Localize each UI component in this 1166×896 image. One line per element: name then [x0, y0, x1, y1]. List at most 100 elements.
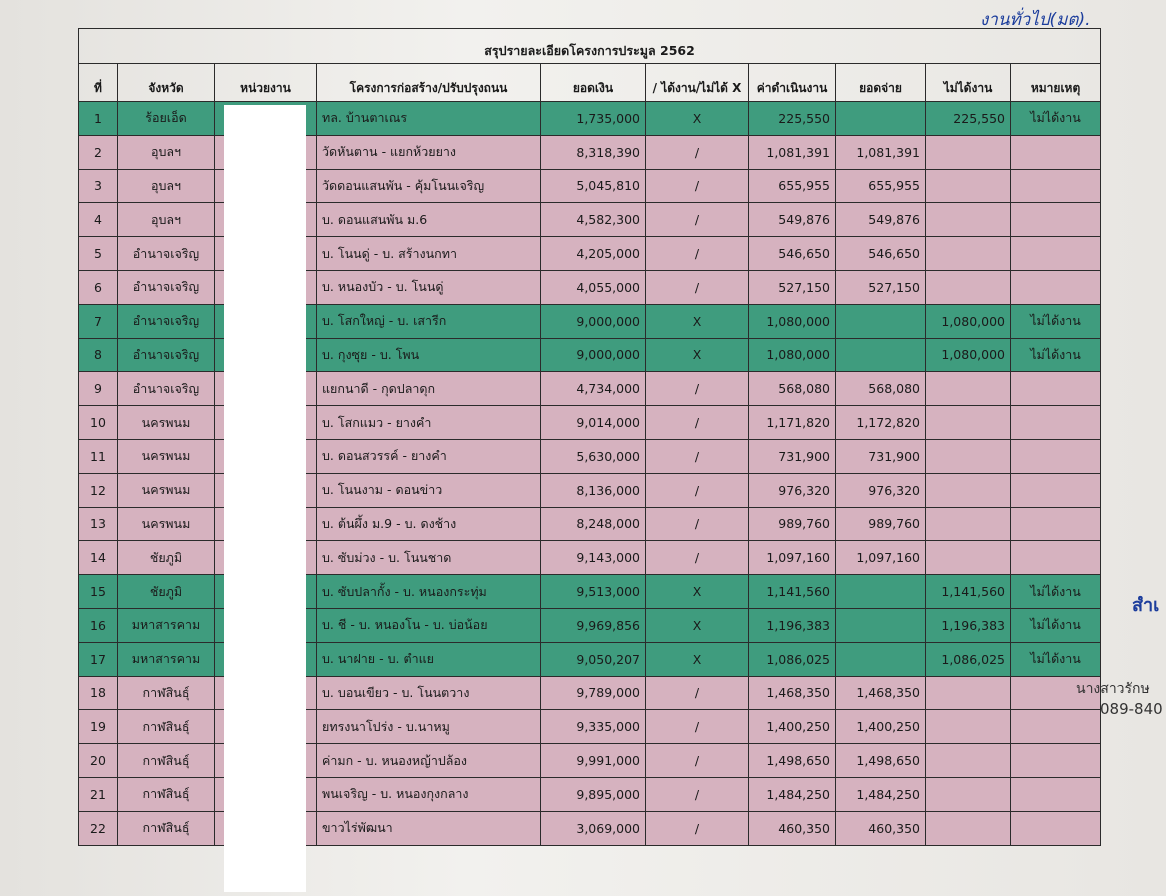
cell-fee: 225,550	[748, 101, 836, 136]
table-row: 9 อำนาจเจริญ แยกนาดี - กุดปลาดุก 4,734,000/…	[78, 371, 1102, 407]
cell-province: นครพนม	[117, 506, 215, 542]
cell-paid: 655,955	[835, 168, 926, 204]
cell-lost	[925, 269, 1011, 305]
cell-lost	[925, 472, 1011, 508]
table-row: 20 กาฬสินธุ์ ค่ามก - บ. หนองหญ้าปล้อง 9,991…	[78, 743, 1102, 778]
cell-no: 12	[78, 472, 118, 508]
cell-amount: 4,734,000	[540, 371, 646, 407]
cell-amount: 5,630,000	[540, 438, 646, 474]
cell-no: 22	[78, 810, 118, 846]
cell-project: บ. ดอนแสนพัน ม.6	[316, 202, 541, 238]
cell-project: ขาวไร่พัฒนา	[316, 810, 541, 846]
cell-fee: 1,484,250	[748, 776, 836, 812]
cell-lost	[925, 743, 1011, 778]
cell-amount: 4,205,000	[540, 236, 646, 271]
cell-paid	[835, 641, 926, 677]
cell-lost	[925, 540, 1011, 576]
cell-lost	[925, 405, 1011, 440]
cell-note	[1009, 269, 1102, 305]
cell-amount: 9,143,000	[540, 540, 646, 576]
column-header: ยอดจ่าย	[835, 63, 926, 102]
cell-amount: 8,248,000	[540, 506, 646, 542]
cell-project: แยกนาดี - กุดปลาดุก	[316, 371, 541, 407]
cell-amount: 8,136,000	[540, 472, 646, 508]
cell-note: ไม่ได้งาน	[1009, 303, 1102, 339]
cell-province: นครพนม	[117, 472, 215, 508]
cell-lost: 225,550	[925, 101, 1011, 136]
cell-province: อุบลฯ	[117, 134, 215, 170]
column-header: โครงการก่อสร้าง/ปรับปรุงถนน	[316, 63, 541, 102]
cell-project: บ. ต้นผึ้ง ม.9 - บ. ดงช้าง	[316, 506, 541, 542]
cell-no: 9	[78, 371, 118, 407]
cell-province: อุบลฯ	[117, 202, 215, 238]
corner-note: งานทั่วไป(มต).	[980, 10, 1091, 30]
cell-amount: 4,055,000	[540, 269, 646, 305]
table-title: สรุปรายละเอียดโครงการประมูล 2562	[77, 28, 1102, 64]
cell-province: อำนาจเจริญ	[117, 269, 215, 305]
cell-mark: /	[645, 776, 749, 812]
cell-lost	[925, 134, 1011, 170]
cell-paid: 1,400,250	[835, 709, 926, 745]
cell-no: 5	[78, 236, 118, 271]
cell-mark: /	[645, 810, 749, 846]
cell-amount: 5,045,810	[540, 168, 646, 204]
cell-mark: /	[645, 236, 749, 271]
cell-note: ไม่ได้งาน	[1009, 337, 1102, 373]
cell-fee: 1,196,383	[748, 607, 836, 643]
redaction	[224, 105, 306, 892]
cell-project: บ. โสกแมว - ยางคำ	[316, 405, 541, 440]
cell-no: 2	[78, 134, 118, 170]
cell-no: 10	[78, 405, 118, 440]
table-row: 21 กาฬสินธุ์ พนเจริญ - บ. หนองกุงกลาง 9,895…	[78, 776, 1102, 812]
cell-fee: 1,171,820	[748, 405, 836, 440]
cell-no: 1	[78, 101, 118, 136]
cell-fee: 1,468,350	[748, 675, 836, 711]
cell-province: อุบลฯ	[117, 168, 215, 204]
cell-province: อำนาจเจริญ	[117, 236, 215, 271]
cell-note	[1009, 438, 1102, 474]
cell-project: วัดดอนแสนพัน - คุ้มโนนเจริญ	[316, 168, 541, 204]
cell-amount: 1,735,000	[540, 101, 646, 136]
cell-mark: /	[645, 269, 749, 305]
cell-note	[1009, 743, 1102, 778]
cell-lost: 1,086,025	[925, 641, 1011, 677]
cell-amount: 9,969,856	[540, 607, 646, 643]
cell-project: บ. ชี - บ. หนองโน - บ. บ่อน้อย	[316, 607, 541, 643]
cell-mark: X	[645, 641, 749, 677]
cell-province: ชัยภูมิ	[117, 574, 215, 609]
cell-mark: /	[645, 405, 749, 440]
cell-mark: /	[645, 202, 749, 238]
cell-amount: 9,789,000	[540, 675, 646, 711]
column-header: จังหวัด	[117, 63, 215, 102]
cell-project: บ. โนนดู่ - บ. สร้างนกทา	[316, 236, 541, 271]
cell-no: 11	[78, 438, 118, 474]
cell-fee: 976,320	[748, 472, 836, 508]
cell-fee: 731,900	[748, 438, 836, 474]
cell-mark: /	[645, 743, 749, 778]
cell-note	[1009, 405, 1102, 440]
column-header: หมายเหตุ	[1009, 63, 1102, 102]
cell-note	[1009, 709, 1102, 745]
cell-project: พนเจริญ - บ. หนองกุงกลาง	[316, 776, 541, 812]
cell-fee: 1,080,000	[748, 303, 836, 339]
cell-province: กาฬสินธุ์	[117, 675, 215, 711]
column-header: ยอดเงิน	[540, 63, 646, 102]
cell-mark: /	[645, 709, 749, 745]
cell-note	[1009, 202, 1102, 238]
cell-mark: /	[645, 506, 749, 542]
cell-paid: 527,150	[835, 269, 926, 305]
cell-note	[1009, 134, 1102, 170]
cell-fee: 527,150	[748, 269, 836, 305]
cell-lost: 1,141,560	[925, 574, 1011, 609]
cell-no: 17	[78, 641, 118, 677]
cell-mark: /	[645, 540, 749, 576]
cell-project: วัดหันตาน - แยกห้วยยาง	[316, 134, 541, 170]
cell-project: บ. นาฝาย - บ. ตำแย	[316, 641, 541, 677]
cell-lost	[925, 506, 1011, 542]
cell-lost	[925, 202, 1011, 238]
cell-paid: 1,498,650	[835, 743, 926, 778]
cell-mark: /	[645, 168, 749, 204]
cell-fee: 1,086,025	[748, 641, 836, 677]
cell-paid	[835, 303, 926, 339]
cell-note	[1009, 540, 1102, 576]
